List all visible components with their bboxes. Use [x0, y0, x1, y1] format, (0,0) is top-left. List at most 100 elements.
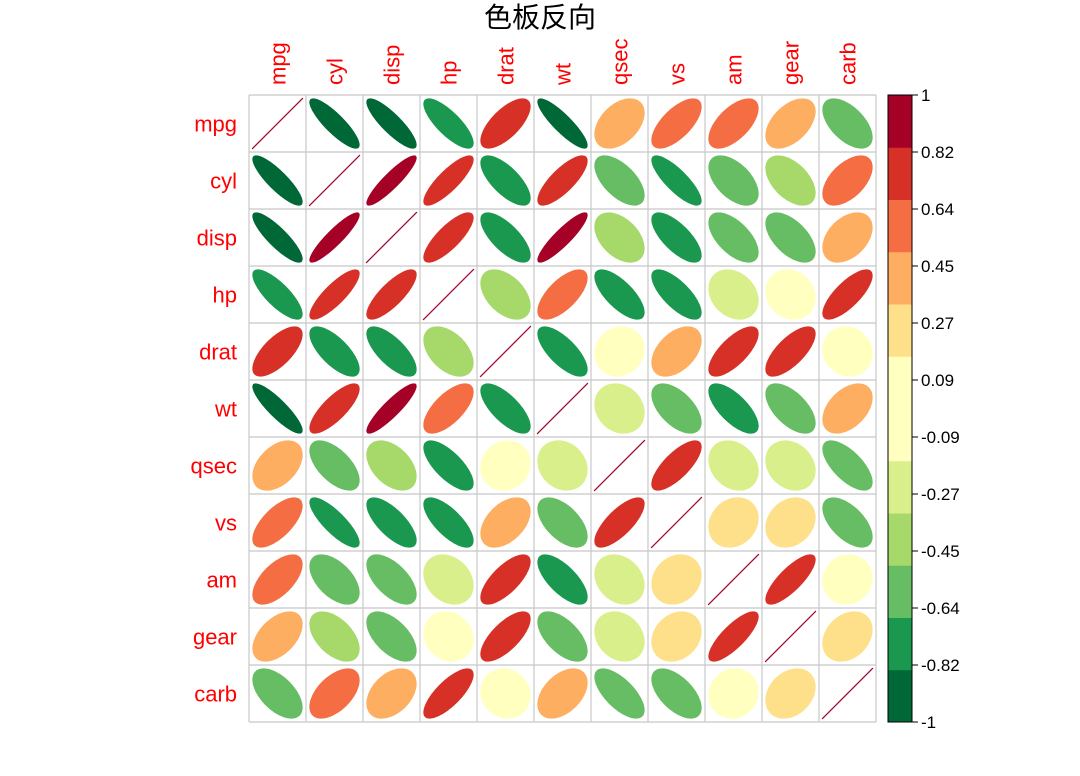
- cell-ellipse-vs-drat: [480, 497, 531, 548]
- cell-ellipse-carb-disp: [366, 668, 417, 719]
- cell-ellipse-hp-cyl: [309, 269, 360, 320]
- legend-frame: [887, 94, 913, 723]
- row-label-cyl: cyl: [210, 169, 237, 194]
- cell-ellipse-qsec-gear: [765, 440, 816, 491]
- cell-ellipse-cyl-carb: [822, 155, 873, 206]
- row-label-drat: drat: [199, 340, 237, 365]
- col-label-am: am: [722, 54, 747, 85]
- cell-ellipse-qsec-mpg: [252, 440, 303, 491]
- cell-ellipse-wt-gear: [765, 383, 816, 434]
- cell-ellipse-wt-cyl: [309, 383, 360, 434]
- cell-ellipse-cyl-qsec: [594, 155, 645, 206]
- diagonal-glyph-am: [707, 553, 760, 606]
- diagonal-glyph-gear: [764, 610, 817, 663]
- cell-ellipse-cyl-mpg: [252, 155, 303, 206]
- cell-ellipse-cyl-am: [708, 155, 759, 206]
- cell-ellipse-cyl-vs: [651, 155, 702, 206]
- legend-tick-label: -1: [921, 713, 936, 732]
- diagonal-glyph-wt: [536, 382, 589, 435]
- row-label-carb: carb: [194, 682, 237, 707]
- cell-ellipse-mpg-carb: [822, 98, 873, 149]
- grid-layer: [248, 94, 877, 723]
- cell-ellipse-wt-qsec: [594, 383, 645, 434]
- cell-ellipse-hp-drat: [480, 269, 531, 320]
- cell-ellipse-disp-cyl: [309, 212, 360, 263]
- cell-ellipse-carb-mpg: [252, 668, 303, 719]
- cell-ellipse-carb-cyl: [309, 668, 360, 719]
- col-label-drat: drat: [494, 47, 519, 85]
- diagonal-glyph-vs: [650, 496, 703, 549]
- cell-ellipse-carb-hp: [423, 668, 474, 719]
- cell-ellipse-mpg-gear: [765, 98, 816, 149]
- col-label-wt: wt: [551, 63, 576, 86]
- cell-ellipse-mpg-cyl: [309, 98, 360, 149]
- legend-tick-label: -0.64: [921, 599, 960, 618]
- col-label-gear: gear: [779, 41, 804, 85]
- cell-ellipse-drat-hp: [423, 326, 474, 377]
- legend-swatch: [888, 565, 912, 618]
- cell-ellipse-drat-am: [708, 326, 759, 377]
- cell-ellipse-am-carb: [822, 554, 873, 605]
- cell-ellipse-drat-gear: [765, 326, 816, 377]
- cell-ellipse-qsec-vs: [651, 440, 702, 491]
- cell-ellipse-am-drat: [480, 554, 531, 605]
- cell-ellipse-mpg-am: [708, 98, 759, 149]
- cell-ellipse-wt-hp: [423, 383, 474, 434]
- cell-ellipse-wt-drat: [480, 383, 531, 434]
- cell-ellipse-mpg-hp: [423, 98, 474, 149]
- cell-ellipse-mpg-disp: [366, 98, 417, 149]
- col-label-hp: hp: [437, 61, 462, 85]
- cell-ellipse-qsec-disp: [366, 440, 417, 491]
- cell-ellipse-carb-qsec: [594, 668, 645, 719]
- legend-tick-label: -0.09: [921, 428, 960, 447]
- row-label-hp: hp: [213, 283, 237, 308]
- cell-ellipse-gear-wt: [537, 611, 588, 662]
- cell-ellipse-drat-vs: [651, 326, 702, 377]
- cell-ellipse-gear-carb: [822, 611, 873, 662]
- col-label-mpg: mpg: [266, 42, 291, 85]
- cell-ellipse-cyl-wt: [537, 155, 588, 206]
- cell-ellipse-hp-wt: [537, 269, 588, 320]
- cell-ellipse-gear-hp: [423, 611, 474, 662]
- cell-ellipse-wt-carb: [822, 383, 873, 434]
- cell-ellipse-mpg-drat: [480, 98, 531, 149]
- legend-swatch: [888, 669, 912, 723]
- legend-swatch: [888, 199, 912, 253]
- cell-ellipse-vs-qsec: [594, 497, 645, 548]
- legend-swatch: [888, 304, 912, 357]
- cell-ellipse-carb-drat: [480, 668, 531, 719]
- legend-swatch: [888, 251, 912, 305]
- cell-ellipse-drat-wt: [537, 326, 588, 377]
- cell-ellipse-cyl-disp: [366, 155, 417, 206]
- cell-ellipse-drat-carb: [822, 326, 873, 377]
- legend-swatch: [888, 356, 912, 409]
- cell-ellipse-hp-qsec: [594, 269, 645, 320]
- legend-swatch: [888, 513, 912, 566]
- cell-ellipse-am-mpg: [252, 554, 303, 605]
- diagonal-glyph-drat: [479, 325, 532, 378]
- cell-ellipse-disp-am: [708, 212, 759, 263]
- legend-tick-label: 0.45: [921, 257, 954, 276]
- cell-ellipse-cyl-gear: [765, 155, 816, 206]
- diagonal-glyph-cyl: [308, 154, 361, 207]
- cell-ellipse-wt-mpg: [252, 383, 303, 434]
- cell-ellipse-vs-cyl: [309, 497, 360, 548]
- row-label-qsec: qsec: [191, 454, 237, 479]
- cell-ellipse-wt-disp: [366, 383, 417, 434]
- col-label-qsec: qsec: [608, 39, 633, 85]
- cell-ellipse-vs-hp: [423, 497, 474, 548]
- cell-ellipse-disp-mpg: [252, 212, 303, 263]
- cell-ellipse-gear-qsec: [594, 611, 645, 662]
- cell-ellipse-qsec-drat: [480, 440, 531, 491]
- cell-ellipse-am-cyl: [309, 554, 360, 605]
- row-label-mpg: mpg: [194, 112, 237, 137]
- cell-ellipse-mpg-qsec: [594, 98, 645, 149]
- cell-ellipse-hp-am: [708, 269, 759, 320]
- legend-tick-label: 0.82: [921, 143, 954, 162]
- cell-ellipse-vs-mpg: [252, 497, 303, 548]
- cell-ellipse-hp-carb: [822, 269, 873, 320]
- col-label-disp: disp: [380, 45, 405, 85]
- cell-ellipse-drat-mpg: [252, 326, 303, 377]
- diagonal-glyph-carb: [821, 667, 874, 720]
